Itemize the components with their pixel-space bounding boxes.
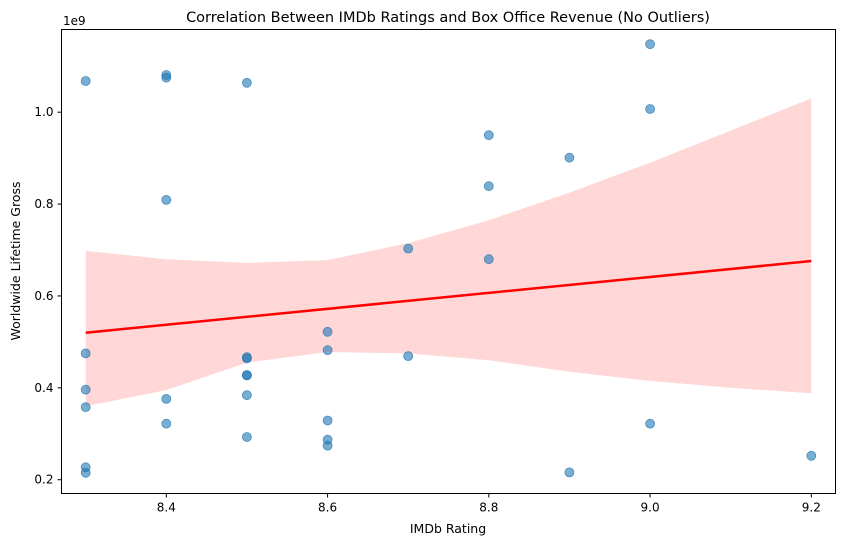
data-point [322,415,333,426]
plot-frame [61,29,836,494]
data-point [645,418,655,429]
y-axis-label: Worldwide Lifetime Gross [8,181,23,340]
y-tick-label: 0.6 [34,289,53,303]
y-tick-label: 0.4 [34,381,53,395]
y-tick-label: 1.0 [34,105,53,119]
data-point [403,351,414,362]
data-point [322,326,333,337]
data-point [645,39,655,50]
x-tick-label: 8.4 [157,501,176,515]
confidence-band-layer [85,98,812,407]
data-point [564,152,575,163]
x-tick-label: 8.8 [479,501,498,515]
data-point [241,370,252,381]
data-point [483,181,494,192]
data-point [161,194,172,205]
data-point [241,390,252,401]
data-point [483,130,494,141]
data-point [80,348,91,359]
data-point [241,353,252,364]
data-point [161,393,172,404]
data-point [564,467,575,478]
data-point [80,76,91,86]
y-axis: 0.2 0.4 0.6 0.8 1.0 [34,105,62,487]
data-point [241,77,252,88]
data-point [241,432,252,442]
data-point [322,440,333,451]
x-axis-label: IMDb Rating [410,521,486,536]
data-point [80,467,91,478]
x-tick-label: 8.6 [318,501,337,515]
y-tick-label: 0.8 [34,197,53,211]
x-axis: 8.4 8.6 8.8 9.0 9.2 [157,493,821,515]
data-point [161,418,172,429]
regression-line [85,259,812,334]
y-tick-label: 0.2 [34,473,53,487]
y-offset-label: 1e9 [63,14,86,28]
data-point [80,402,91,413]
confidence-band [85,98,812,407]
data-point [322,345,333,356]
chart-title: Correlation Between IMDb Ratings and Box… [186,10,710,26]
x-tick-label: 9.2 [802,501,821,515]
x-tick-label: 9.0 [641,501,660,515]
data-point [806,450,817,461]
data-point [483,254,494,265]
regression-line-layer [85,259,812,334]
data-point [161,72,172,83]
data-point [80,384,91,395]
points-layer [80,39,817,478]
data-point [403,243,414,254]
data-point [645,104,655,114]
